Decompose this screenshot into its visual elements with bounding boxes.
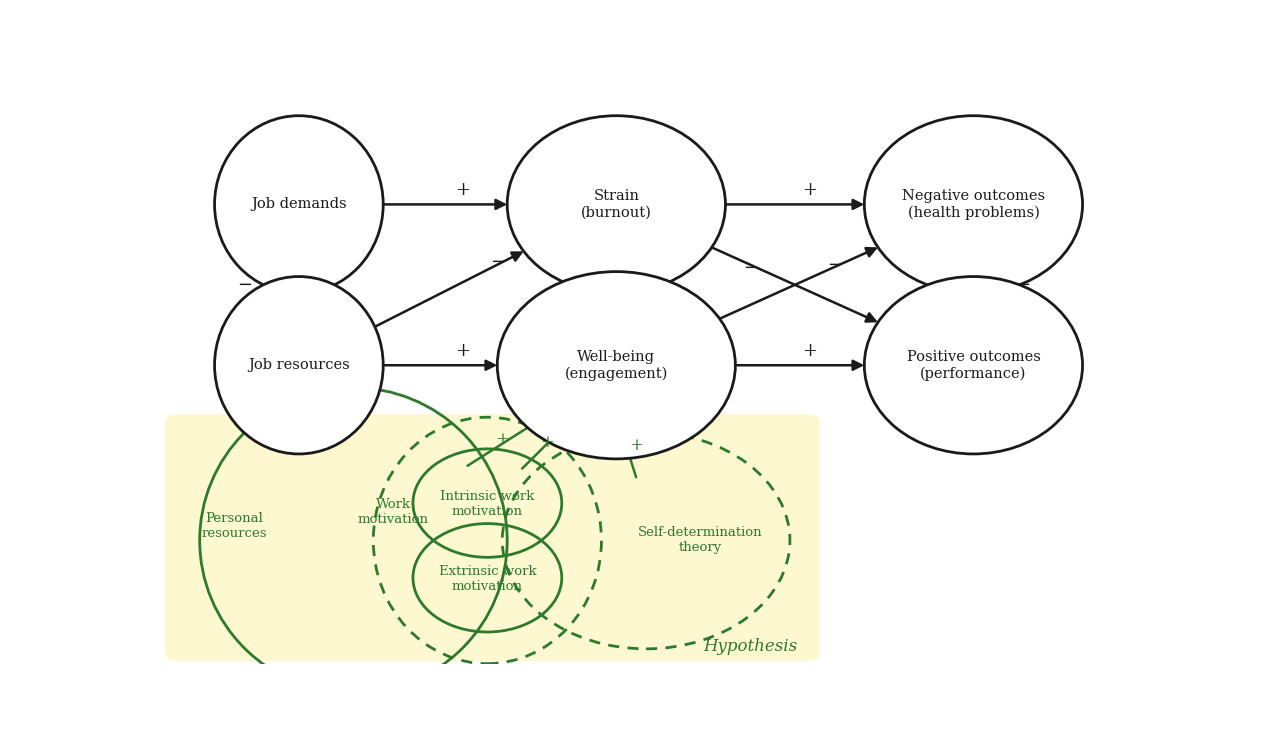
FancyArrowPatch shape: [726, 200, 861, 209]
Ellipse shape: [215, 116, 383, 293]
Text: Self-determination
theory: Self-determination theory: [639, 527, 763, 554]
Text: +: +: [803, 342, 817, 360]
Text: +: +: [630, 437, 643, 454]
Text: Hypothesis: Hypothesis: [703, 639, 797, 655]
Text: +: +: [803, 181, 817, 199]
Text: −: −: [490, 253, 504, 271]
Text: Intrinsic work
motivation: Intrinsic work motivation: [440, 490, 535, 518]
Text: Well-being
(engagement): Well-being (engagement): [564, 350, 668, 380]
Text: −: −: [742, 259, 758, 277]
FancyArrowPatch shape: [611, 402, 636, 477]
Ellipse shape: [215, 277, 383, 454]
Ellipse shape: [507, 116, 726, 293]
Text: Personal
resources: Personal resources: [202, 512, 268, 540]
Text: +: +: [456, 342, 470, 360]
Ellipse shape: [864, 116, 1083, 293]
FancyArrowPatch shape: [383, 361, 494, 370]
Text: −: −: [1015, 276, 1030, 294]
Ellipse shape: [864, 277, 1083, 454]
Text: Negative outcomes
(health problems): Negative outcomes (health problems): [902, 189, 1044, 220]
FancyArrowPatch shape: [294, 277, 303, 290]
FancyArrowPatch shape: [375, 253, 521, 327]
Text: +: +: [495, 431, 509, 448]
Text: Extrinsic work
motivation: Extrinsic work motivation: [439, 565, 536, 593]
Text: Work
motivation: Work motivation: [357, 498, 429, 526]
Text: Strain
(burnout): Strain (burnout): [581, 189, 652, 219]
Text: Job resources: Job resources: [248, 358, 349, 372]
FancyArrowPatch shape: [719, 248, 876, 319]
FancyArrowPatch shape: [522, 401, 590, 468]
FancyArrowPatch shape: [969, 279, 978, 293]
Text: −: −: [827, 256, 842, 274]
Ellipse shape: [497, 272, 735, 459]
FancyArrowPatch shape: [712, 248, 876, 322]
FancyArrowPatch shape: [736, 361, 861, 370]
FancyArrowPatch shape: [467, 401, 570, 466]
Text: +: +: [540, 434, 554, 451]
Text: Job demands: Job demands: [251, 198, 347, 211]
FancyArrowPatch shape: [383, 200, 504, 209]
FancyBboxPatch shape: [165, 414, 819, 661]
FancyArrowPatch shape: [294, 279, 303, 293]
Text: −: −: [237, 276, 252, 294]
Text: +: +: [456, 181, 470, 199]
Text: Positive outcomes
(performance): Positive outcomes (performance): [906, 350, 1041, 380]
